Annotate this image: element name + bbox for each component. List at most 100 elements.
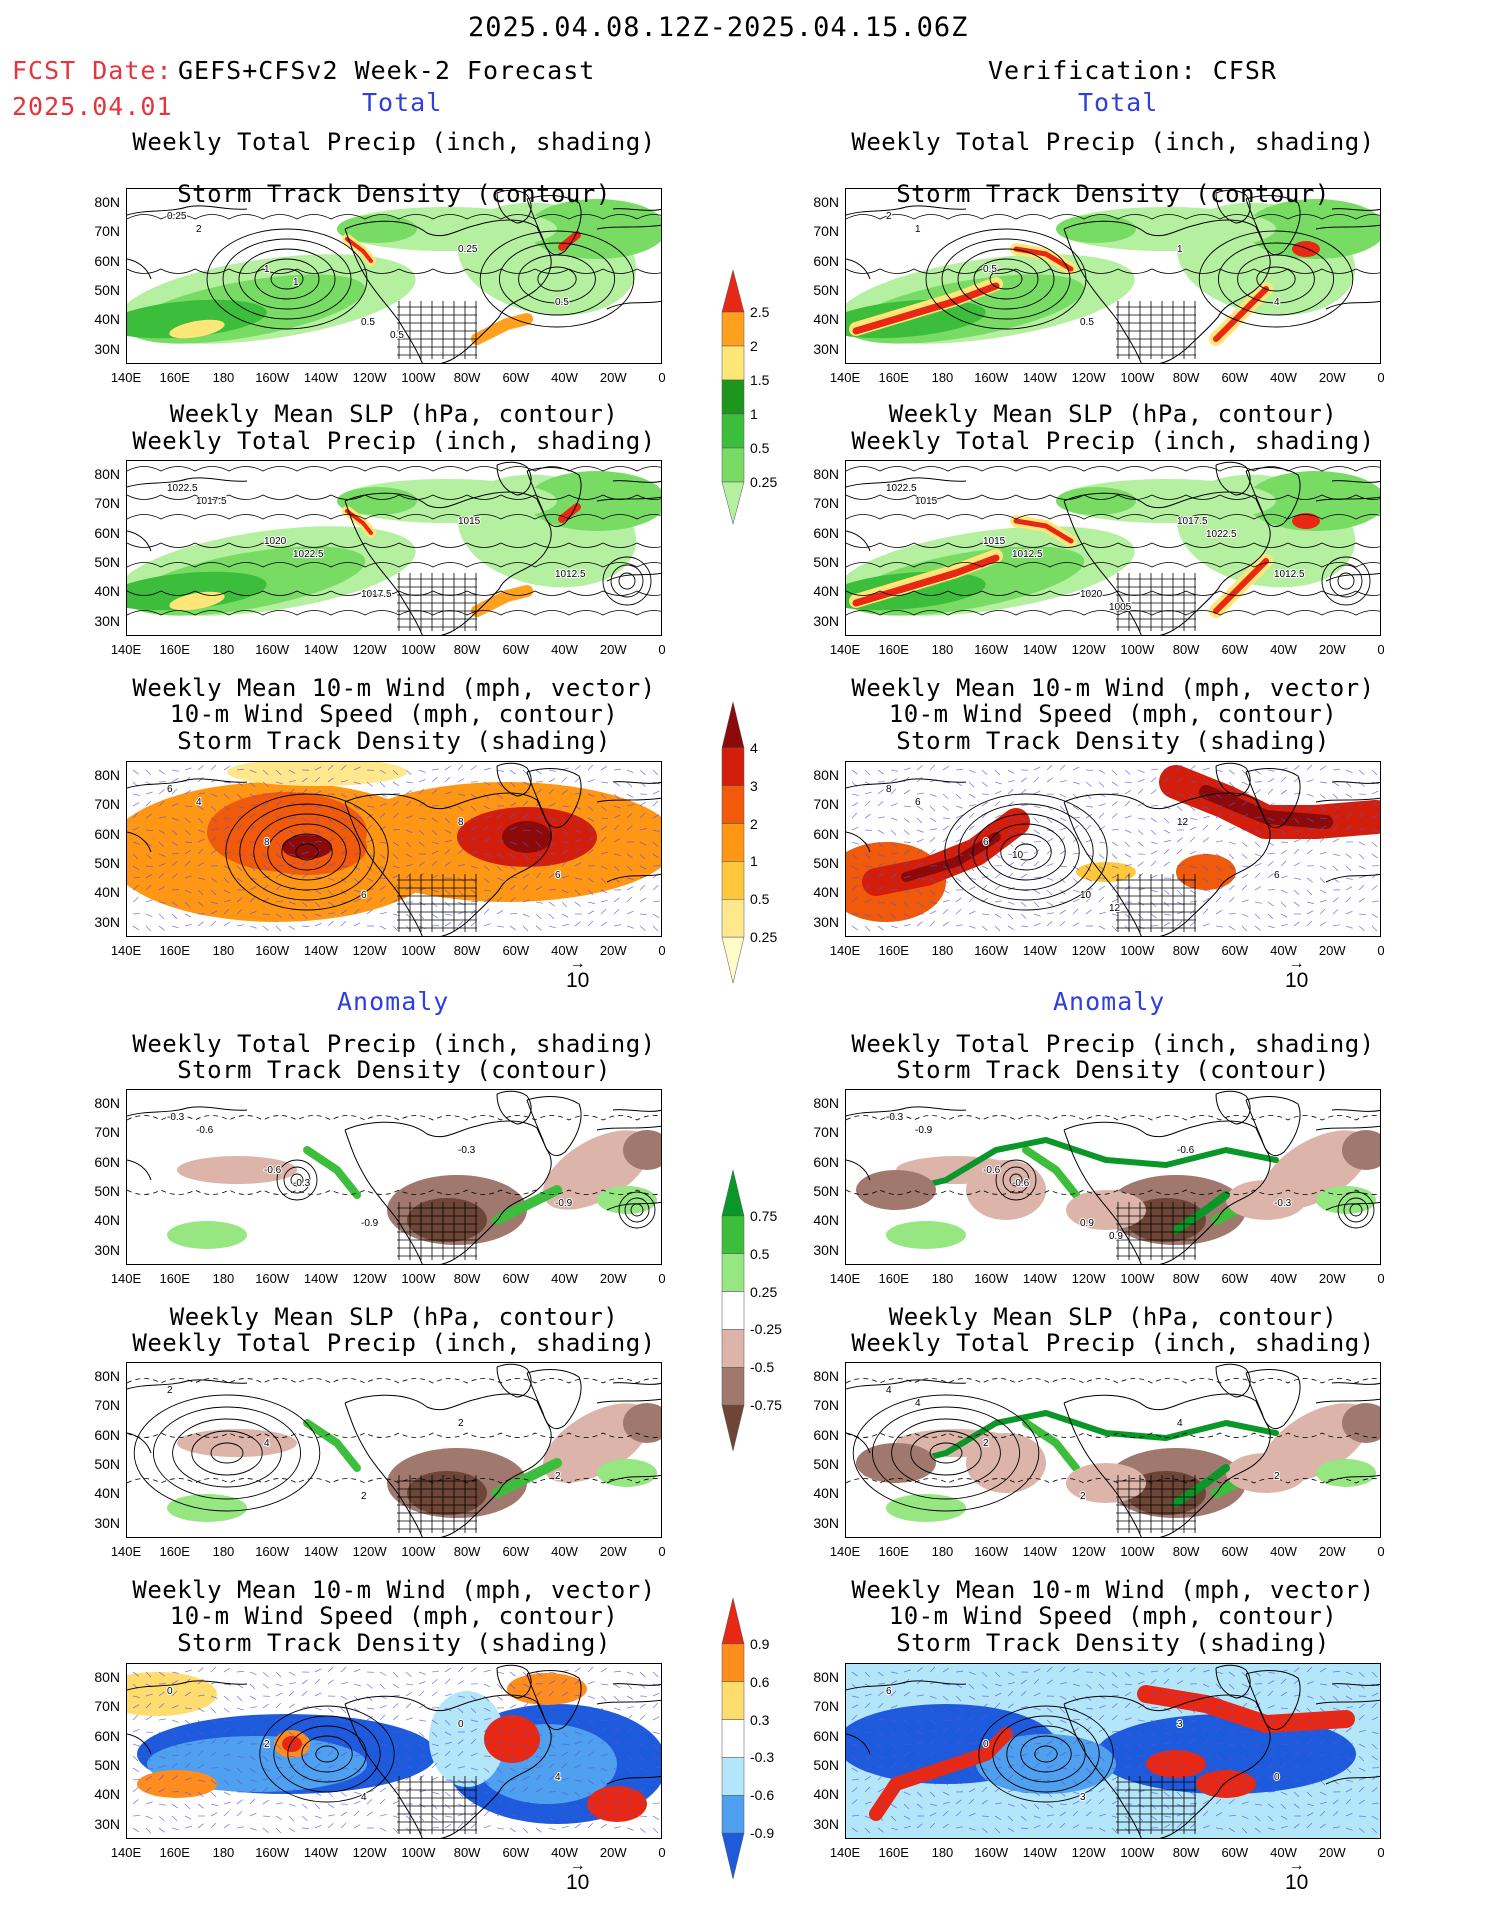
colorbar-level-label: -0.75 <box>750 1397 782 1414</box>
contour-label: 2 <box>264 1739 270 1750</box>
lon-tick-label: 20W <box>599 370 627 385</box>
contour-label: -0.6 <box>1177 1145 1195 1156</box>
lat-tick-label: 60N <box>813 524 839 541</box>
lon-tick-label: 160W <box>974 642 1009 657</box>
colorbar-level-label: 0.5 <box>750 891 770 908</box>
contour-label: -0.9 <box>361 1218 379 1229</box>
contour-label: 0 <box>167 1686 173 1697</box>
contour-label: 6 <box>915 797 921 808</box>
lon-tick-label: 40W <box>551 943 578 958</box>
lat-tick-label: 60N <box>813 1426 839 1443</box>
panel-title-line-1: Weekly Mean 10-m Wind (mph, vector) <box>851 1576 1375 1604</box>
colorbar-level-label: 0.5 <box>750 1245 770 1262</box>
lat-tick-label: 80N <box>94 466 120 482</box>
panel-title-line-2: Weekly Total Precip (inch, shading) <box>851 427 1375 455</box>
contour-label: -0.3 <box>1274 1198 1292 1209</box>
lon-tick-label: 80W <box>453 370 481 385</box>
contour-label: 0.5 <box>983 264 997 275</box>
panel-title-line-2: Storm Track Density (contour) <box>896 1056 1330 1084</box>
panel-title-line-2: Weekly Total Precip (inch, shading) <box>132 1329 656 1357</box>
contour-label: -0.6 <box>1012 1178 1030 1189</box>
lon-tick-label: 160W <box>974 370 1009 385</box>
lon-tick-label: 120W <box>352 1845 387 1860</box>
lat-tick-label: 50N <box>94 1455 120 1472</box>
lat-tick-label: 50N <box>94 854 120 871</box>
lat-tick-label: 80N <box>813 194 839 210</box>
contour-label: 1 <box>293 277 299 288</box>
lon-tick-label: 160W <box>255 1845 290 1860</box>
lon-tick-label: 20W <box>599 1271 627 1286</box>
colorbar-level-label: -0.3 <box>750 1749 775 1766</box>
colorbar-storm-track-anomaly <box>721 1597 745 1880</box>
lon-tick-label: 40W <box>1270 1544 1297 1559</box>
contour-label: 10 <box>1012 850 1024 861</box>
panel-title-line-1: Weekly Mean SLP (hPa, contour) <box>169 1303 619 1331</box>
fcst-date-label: FCST Date: <box>12 56 173 85</box>
panel-title-line-3: Storm Track Density (shading) <box>177 727 611 755</box>
lon-tick-label: 160W <box>974 943 1009 958</box>
panel-title-line-1: Weekly Mean 10-m Wind (mph, vector) <box>132 674 656 702</box>
lon-tick-label: 40W <box>551 370 578 385</box>
contour-label: 4 <box>196 797 202 808</box>
fcst-date: 2025.04.01 <box>12 92 173 121</box>
contour-label: 2 <box>167 1385 173 1396</box>
panel-title-line-2: Storm Track Density (contour) <box>896 180 1330 208</box>
date-range-title: 2025.04.08.12Z-2025.04.15.06Z <box>468 12 969 43</box>
contour-label: 0.25 <box>167 211 187 222</box>
lon-tick-label: 140W <box>303 1845 338 1860</box>
lon-tick-label: 60W <box>502 642 530 657</box>
verification-label: Verification: CFSR <box>988 56 1277 85</box>
lat-tick-label: 40N <box>813 583 839 600</box>
lat-tick-label: 50N <box>813 1455 839 1472</box>
contour-label: 4 <box>361 1792 367 1803</box>
lon-tick-label: 140E <box>829 642 861 657</box>
lon-tick-label: 100W <box>401 642 436 657</box>
lon-tick-label: 80W <box>453 943 481 958</box>
contour-label: 1022.5 <box>886 483 917 494</box>
contour-label: -0.6 <box>983 1165 1001 1176</box>
colorbar-level-label: 4 <box>750 739 758 756</box>
panel-title-line-1: Weekly Mean 10-m Wind (mph, vector) <box>851 674 1375 702</box>
lon-tick-label: 140E <box>110 642 142 657</box>
contour-label: 1022.5 <box>293 549 324 560</box>
lat-tick-label: 50N <box>813 854 839 871</box>
lat-tick-label: 50N <box>94 281 120 298</box>
lat-tick-label: 40N <box>94 311 120 328</box>
vector-reference: → 10 <box>566 1858 589 1895</box>
lat-tick-label: 30N <box>94 612 120 629</box>
lat-tick-label: 30N <box>813 340 839 357</box>
lon-tick-label: 160E <box>159 1271 190 1286</box>
lat-tick-label: 70N <box>94 1698 120 1715</box>
lat-tick-label: 40N <box>813 1485 839 1502</box>
contour-label: 0.25 <box>458 244 478 255</box>
panel-title-line-2: 10-m Wind Speed (mph, contour) <box>888 700 1338 728</box>
colorbar-level-label: 1 <box>750 853 758 870</box>
map-panel-1-verification: 2 0.5 0.5 1 4 1 <box>845 188 1381 364</box>
panel-title-line-1: Weekly Total Precip (inch, shading) <box>851 128 1375 156</box>
lon-tick-label: 180 <box>931 1544 954 1559</box>
panel-title-line-1: Weekly Total Precip (inch, shading) <box>132 1030 656 1058</box>
panel-title-line-2: Weekly Total Precip (inch, shading) <box>132 427 656 455</box>
lon-tick-label: 40W <box>1270 370 1297 385</box>
vector-reference-value: 10 <box>1285 1871 1309 1894</box>
lat-tick-label: 40N <box>94 583 120 600</box>
lon-tick-label: 160E <box>159 642 190 657</box>
vector-reference: → 10 <box>566 955 589 993</box>
lon-tick-label: 120W <box>352 1271 387 1286</box>
arrow-right-icon: → <box>569 955 586 972</box>
lon-tick-label: 20W <box>1318 1271 1346 1286</box>
panel-title-line-1: Weekly Mean 10-m Wind (mph, vector) <box>132 1576 656 1604</box>
colorbar-level-label: 0.25 <box>750 929 778 946</box>
contour-label: 8 <box>264 837 270 848</box>
lon-tick-label: 120W <box>352 943 387 958</box>
contour-label: 6 <box>1274 870 1280 881</box>
contour-label: -0.3 <box>886 1112 904 1123</box>
lon-tick-label: 180 <box>212 370 235 385</box>
lon-tick-label: 20W <box>599 1544 627 1559</box>
lon-tick-label: 120W <box>1071 370 1106 385</box>
lat-tick-label: 40N <box>813 884 839 901</box>
lon-tick-label: 180 <box>212 1845 235 1860</box>
contour-label: 2 <box>983 1438 989 1449</box>
contour-label: 1005 <box>1109 602 1132 613</box>
lon-tick-label: 120W <box>352 1544 387 1559</box>
